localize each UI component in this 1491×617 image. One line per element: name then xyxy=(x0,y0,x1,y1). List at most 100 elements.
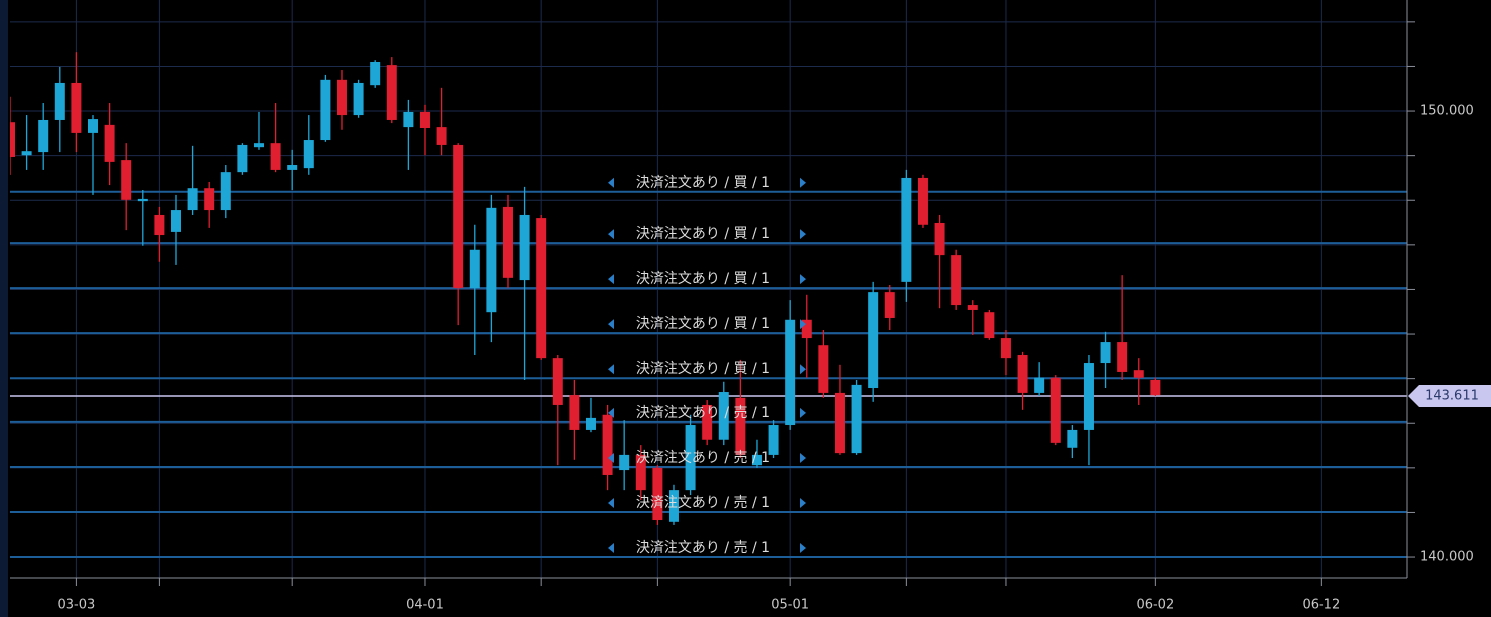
candle-body xyxy=(751,454,762,466)
candle-body xyxy=(486,207,497,313)
candle-body xyxy=(619,454,630,471)
candle-body xyxy=(38,119,49,153)
candle-body xyxy=(137,198,148,202)
candle-body xyxy=(1117,342,1128,372)
order-arrow-right xyxy=(800,497,806,508)
candle-body xyxy=(702,404,713,440)
x-tick-label: 06-12 xyxy=(1302,598,1340,613)
candle-body xyxy=(320,79,331,141)
candle-body xyxy=(1000,338,1011,359)
axes: 03-03 04-01 05-01 06-02 06-12 150.000 140.000 1… xyxy=(10,0,1491,613)
order-label: 決済注文あり / 売 / 1 xyxy=(636,495,770,511)
candle-body xyxy=(585,417,596,430)
order-label: 決済注文あり / 買 / 1 xyxy=(636,361,770,377)
order-label: 決済注文あり / 売 / 1 xyxy=(636,405,770,421)
x-tick-label: 05-01 xyxy=(771,598,809,613)
candle-body xyxy=(121,160,132,200)
y-tick-label: 140.000 xyxy=(1420,550,1474,565)
candle-body xyxy=(1050,377,1061,443)
candle-body xyxy=(1133,370,1144,378)
candle-body xyxy=(1150,379,1161,396)
candles xyxy=(10,52,1161,525)
candle-body xyxy=(270,143,281,170)
order-arrow-left xyxy=(608,229,614,240)
candle-body xyxy=(220,172,231,211)
order-arrow-right xyxy=(800,274,806,285)
order-arrow-left xyxy=(608,364,614,375)
candle-body xyxy=(469,249,480,289)
order-label: 決済注文あり / 買 / 1 xyxy=(636,271,770,287)
candle-body xyxy=(984,312,995,339)
order-arrow-left xyxy=(608,319,614,330)
candle-body xyxy=(87,119,98,133)
order-label: 決済注文あり / 買 / 1 xyxy=(636,226,770,242)
candle-body xyxy=(453,144,464,289)
candle-body xyxy=(287,165,298,170)
order-label: 決済注文あり / 売 / 1 xyxy=(636,540,770,556)
x-tick-label: 03-03 xyxy=(58,598,96,613)
candle-body xyxy=(868,292,879,389)
candle-body xyxy=(253,143,264,148)
candle-body xyxy=(436,127,447,145)
order-arrow-right xyxy=(800,319,806,330)
candle-body xyxy=(154,214,165,236)
order-arrow-left xyxy=(608,497,614,508)
candle-body xyxy=(519,214,530,281)
candle-body xyxy=(951,255,962,306)
candle-body xyxy=(834,392,845,454)
candle-body xyxy=(104,124,115,162)
order-arrow-left xyxy=(608,407,614,418)
candle-body xyxy=(536,218,547,359)
order-arrow-left xyxy=(608,452,614,463)
candle-body xyxy=(934,222,945,256)
candle-body xyxy=(901,177,912,282)
candle-body xyxy=(569,395,580,430)
x-tick-label: 06-02 xyxy=(1136,598,1174,613)
candle-body xyxy=(370,61,381,86)
candle-body xyxy=(403,111,414,128)
candle-body xyxy=(917,177,928,225)
candle-body xyxy=(735,397,746,455)
order-arrow-left xyxy=(608,177,614,188)
candle-body xyxy=(1017,355,1028,393)
candle-body xyxy=(502,206,513,278)
order-label: 決済注文あり / 買 / 1 xyxy=(636,316,770,332)
left-edge xyxy=(0,0,8,617)
candle-body xyxy=(635,454,646,491)
order-arrow-right xyxy=(800,407,806,418)
candle-body xyxy=(21,151,32,156)
candle-body xyxy=(768,425,779,455)
candle-body xyxy=(818,345,829,393)
candle-body xyxy=(170,210,181,232)
candle-body xyxy=(419,111,430,128)
order-arrow-left xyxy=(608,543,614,554)
order-label: 決済注文あり / 買 / 1 xyxy=(636,175,770,191)
order-labels: 決済注文あり / 買 / 1 決済注文あり / 買 / 1 決済注文あり / 買 /… xyxy=(608,175,806,556)
candle-body xyxy=(967,305,978,310)
candle-body xyxy=(303,140,314,169)
candle-body xyxy=(1067,429,1078,448)
candle-body xyxy=(1083,363,1094,430)
candle-body xyxy=(851,384,862,454)
order-arrow-right xyxy=(800,452,806,463)
candle-body xyxy=(685,425,696,491)
candle-body xyxy=(71,82,82,133)
candle-body xyxy=(652,467,663,521)
current-price-label: 143.611 xyxy=(1425,388,1479,403)
candle-body xyxy=(237,144,248,173)
candle-body xyxy=(54,82,65,120)
y-tick-label: 150.000 xyxy=(1420,104,1474,119)
candle-body xyxy=(1034,377,1045,393)
candle-body xyxy=(884,292,895,318)
candle-body xyxy=(602,414,613,475)
order-arrow-right xyxy=(800,177,806,188)
candle-body xyxy=(386,65,397,120)
x-tick-label: 04-01 xyxy=(406,598,444,613)
candle-body xyxy=(718,392,729,440)
candle-body xyxy=(1100,342,1111,364)
order-arrow-right xyxy=(800,543,806,554)
candle-body xyxy=(785,319,796,426)
candle-body xyxy=(204,188,215,211)
order-arrow-left xyxy=(608,274,614,285)
current-price-box xyxy=(1408,384,1491,407)
